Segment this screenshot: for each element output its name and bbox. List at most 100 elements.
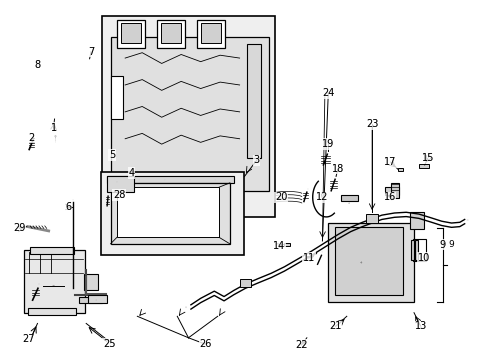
Bar xyxy=(157,21,184,48)
Text: 16: 16 xyxy=(383,192,395,202)
Text: 8: 8 xyxy=(34,59,41,69)
Text: 1: 1 xyxy=(50,123,57,133)
Text: 29: 29 xyxy=(13,224,25,233)
Text: 5: 5 xyxy=(109,150,115,160)
Bar xyxy=(122,173,144,191)
Bar xyxy=(412,239,426,261)
Text: 8: 8 xyxy=(34,59,41,69)
Text: 20: 20 xyxy=(274,192,286,202)
Text: 14: 14 xyxy=(273,240,285,251)
Text: 25: 25 xyxy=(102,338,115,348)
Text: 18: 18 xyxy=(331,163,344,174)
Text: 22: 22 xyxy=(295,340,307,350)
Text: 6: 6 xyxy=(65,202,71,212)
Text: 24: 24 xyxy=(322,88,334,98)
Text: 7: 7 xyxy=(88,46,94,57)
Text: 13: 13 xyxy=(414,321,426,331)
Text: 16: 16 xyxy=(383,192,395,202)
Text: 17: 17 xyxy=(384,157,396,167)
Text: 23: 23 xyxy=(365,120,378,129)
Text: 13: 13 xyxy=(414,321,426,331)
Text: 22: 22 xyxy=(295,340,307,350)
Text: 10: 10 xyxy=(417,253,429,263)
Text: 5: 5 xyxy=(109,150,115,160)
Text: 10: 10 xyxy=(417,253,429,263)
Bar xyxy=(101,172,244,255)
Text: 9: 9 xyxy=(438,239,445,249)
Bar xyxy=(30,247,74,254)
Text: 2: 2 xyxy=(28,133,34,143)
Bar xyxy=(340,195,357,201)
Text: 3: 3 xyxy=(253,155,259,165)
Bar xyxy=(187,173,209,191)
Text: 9: 9 xyxy=(447,240,453,249)
Text: 8: 8 xyxy=(34,59,41,69)
Text: 9: 9 xyxy=(438,239,445,249)
Text: 12: 12 xyxy=(315,192,327,202)
Bar xyxy=(107,176,134,192)
Text: 4: 4 xyxy=(128,168,134,178)
Text: 28: 28 xyxy=(113,190,125,200)
Text: 6: 6 xyxy=(65,202,71,212)
Text: 18: 18 xyxy=(331,163,344,174)
Bar xyxy=(414,240,417,260)
Text: 14: 14 xyxy=(273,240,285,251)
Bar xyxy=(220,173,242,191)
Text: 2: 2 xyxy=(28,133,34,143)
Bar xyxy=(28,309,76,315)
Text: 3: 3 xyxy=(253,155,259,165)
Text: 11: 11 xyxy=(302,253,314,263)
Text: 24: 24 xyxy=(322,88,334,98)
Text: 7: 7 xyxy=(88,46,94,57)
Text: 20: 20 xyxy=(274,192,286,202)
Text: 19: 19 xyxy=(322,139,334,149)
Text: 26: 26 xyxy=(199,339,211,349)
Bar xyxy=(284,243,290,246)
Text: 1: 1 xyxy=(50,123,57,133)
Text: 27: 27 xyxy=(22,334,35,344)
Bar xyxy=(110,183,229,244)
Bar xyxy=(239,279,251,287)
Text: 21: 21 xyxy=(329,321,341,331)
Text: 1: 1 xyxy=(50,123,57,133)
Bar xyxy=(117,21,145,48)
Text: 26: 26 xyxy=(199,339,211,349)
Bar xyxy=(87,296,107,303)
Text: 15: 15 xyxy=(421,153,433,163)
Text: 6: 6 xyxy=(65,202,71,212)
Bar xyxy=(410,240,413,260)
Bar xyxy=(366,215,377,223)
Text: 29: 29 xyxy=(13,224,25,233)
Bar xyxy=(384,187,399,195)
Text: 4: 4 xyxy=(128,168,134,178)
Text: 23: 23 xyxy=(365,120,378,129)
Text: 21: 21 xyxy=(329,321,341,331)
Bar xyxy=(121,23,141,43)
Text: 21: 21 xyxy=(329,321,341,331)
Text: 27: 27 xyxy=(22,334,35,344)
Text: 17: 17 xyxy=(384,157,396,167)
Text: 19: 19 xyxy=(322,139,334,149)
Text: 19: 19 xyxy=(322,139,334,149)
Bar xyxy=(110,76,122,119)
Bar xyxy=(24,250,85,313)
Bar xyxy=(196,21,224,48)
Bar xyxy=(418,164,428,168)
Text: 15: 15 xyxy=(421,153,433,163)
Text: 17: 17 xyxy=(384,157,396,167)
Text: 28: 28 xyxy=(113,190,125,200)
Bar xyxy=(200,23,221,43)
Bar xyxy=(117,187,219,237)
Text: 16: 16 xyxy=(383,192,395,202)
Text: 28: 28 xyxy=(113,190,125,200)
Bar xyxy=(79,297,102,303)
Text: 14: 14 xyxy=(273,240,285,251)
Bar xyxy=(397,168,402,171)
Text: 25: 25 xyxy=(102,338,115,348)
Bar xyxy=(390,183,399,198)
Bar xyxy=(161,23,181,43)
Bar xyxy=(327,223,413,302)
Text: 11: 11 xyxy=(302,253,314,263)
Text: 23: 23 xyxy=(365,120,378,129)
Text: 15: 15 xyxy=(421,153,433,163)
